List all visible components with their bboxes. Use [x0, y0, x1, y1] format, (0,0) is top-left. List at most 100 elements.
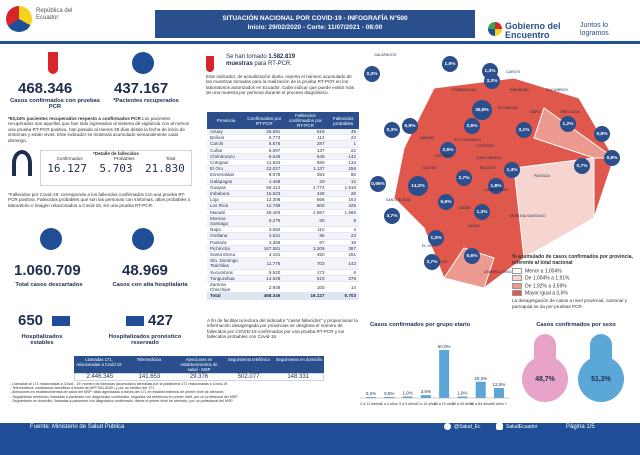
table-row: Loja 12.308 568 163: [207, 196, 359, 204]
table-cell: Carchi: [207, 140, 246, 148]
table-cell: 428: [283, 190, 328, 198]
table-cell: Cotopaxi: [207, 159, 246, 167]
map-bubble: 1,3%: [428, 230, 444, 246]
sex-chart-title: Casos confirmados por sexo: [536, 322, 616, 328]
table-cell: 11.634: [245, 159, 284, 167]
map-shape: [393, 77, 616, 289]
legend-swatch: [512, 268, 522, 274]
table-cell: 14: [327, 281, 359, 294]
table-cell: 8.628: [245, 153, 284, 161]
table-cell: 87: [283, 239, 328, 246]
twitter-icon[interactable]: [444, 423, 451, 430]
twitter-handle[interactable]: @Salud_Ec: [454, 424, 481, 430]
table-cell: 5.703: [327, 292, 359, 300]
age-bar-label: 0,2%: [366, 391, 376, 396]
table-cell: 20: [283, 178, 328, 185]
deaths-h-confirmed: Confirmados: [56, 156, 83, 162]
recovered-note-text: Los pacientes recuperados son aquellos q…: [8, 116, 190, 143]
table-cell: 14.626: [245, 275, 284, 283]
table-cell: 2.948: [245, 281, 284, 294]
calls-v4: 148.331: [287, 374, 310, 380]
table-cell: Azuay: [207, 129, 246, 136]
map-bubble: 0,7%: [574, 158, 590, 174]
table-cell: Orellana: [207, 232, 246, 240]
table-cell: 1.918: [327, 184, 359, 192]
table-row: Sto. Domingo Tsáchilas 11.776 703 143: [207, 257, 359, 270]
table-cell: 173: [283, 269, 328, 276]
table-cell: Chimborazo: [207, 153, 246, 161]
facebook-icon[interactable]: [496, 423, 503, 430]
table-cell: 256: [327, 165, 359, 173]
map-province-label: ZAMORA CHINCHIPE: [484, 270, 520, 274]
table-cell: Bolívar: [207, 134, 246, 142]
table-cell: 2.774: [283, 184, 328, 192]
map-province-label: PICHINCHA: [498, 106, 518, 110]
discharged-label: Casos con alta hospitalaria: [112, 282, 188, 288]
age-chart-title: Casos confirmados por grupo etario: [370, 322, 471, 328]
map-province-label: CAÑAR: [458, 206, 471, 210]
table-cell: 619: [283, 275, 328, 283]
province-col-header: Fallecidos confirmados por RT-PCR: [283, 112, 328, 129]
map-province-label: GUAYAS: [422, 166, 437, 170]
table-cell: 142: [327, 153, 359, 161]
table-cell: 468.346: [245, 292, 284, 300]
table-cell: 167.581: [245, 245, 284, 253]
map-province-label: NAPO: [530, 110, 541, 114]
recovered-note-strong: *93,34% pacientes recuperados respecto a…: [8, 116, 141, 121]
table-row: Esmeraldas 9.078 393 85: [207, 171, 359, 179]
calls-notes: - Llamadas al 171 relacionadas a Covid -…: [10, 382, 332, 403]
table-cell: 287: [283, 140, 328, 148]
table-cell: 8.876: [245, 140, 284, 148]
table-cell: 9.078: [245, 171, 284, 179]
province-col-header: Provincia: [207, 112, 246, 129]
deaths-probable: 5.703: [99, 161, 133, 175]
map-bubbles: 0,3% 1,9% 1,3% 3,3% 35,8% 0,3% 2,5% 3,1% 0,8% 1,2…: [364, 48, 634, 310]
samples-value: 1.582.819: [268, 54, 296, 60]
map-province-label: EL ORO: [422, 244, 436, 248]
map-province-label: MORONA SANTIAGO: [510, 214, 546, 218]
age-category-label: 10 a 14 años: [415, 402, 436, 406]
discarded-label: Total casos descartados: [15, 282, 83, 288]
table-row: Tungurahua 14.626 619 376: [207, 275, 359, 283]
female-figure: 48,7%: [522, 356, 568, 402]
table-cell: 1: [327, 140, 359, 148]
facebook-handle[interactable]: SaludEcuador: [506, 424, 538, 430]
map-province-label: AZUAY: [468, 224, 480, 228]
table-cell: 548: [283, 153, 328, 161]
brand-name: Gobierno del Encuentro: [505, 21, 561, 40]
map-province-label: GALÁPAGOS: [374, 53, 397, 57]
table-cell: 3.531: [245, 232, 284, 240]
table-cell: 3.660: [245, 226, 284, 234]
table-cell: Tungurahua: [207, 275, 246, 283]
legend-swatch: [512, 275, 522, 282]
table-cell: 22.027: [245, 165, 284, 173]
map-province-label: CARCHI: [506, 70, 520, 74]
map-bubble: 0,3%: [384, 122, 400, 138]
map-bubble: 3,3%: [484, 73, 500, 89]
age-bar-label: 3,6%: [421, 389, 431, 394]
calls-h2: Atenciones en establecimientos de salud …: [180, 357, 218, 372]
age-bar-label: 1,9%: [402, 390, 412, 395]
legend-item: Mayor igual a 3,6%: [512, 289, 636, 296]
footer-source: Fuente: Ministerio de Salud Pública: [30, 424, 125, 430]
table-row: Total 468.346 16.127 5.703: [207, 292, 359, 300]
table-cell: Zamora Chinchipe: [207, 281, 246, 294]
recovered-label: *Pacientes recuperados: [113, 98, 179, 104]
calls-v0: 2.446.345: [86, 374, 114, 380]
table-cell: 8.097: [245, 147, 284, 154]
cancel-hand-icon: [40, 228, 62, 250]
map-bubble: 2,5%: [464, 118, 480, 134]
age-bar: [420, 395, 431, 398]
calls-h3: Seguimiento telefónico: [227, 357, 271, 362]
deaths-h-probable: Probables: [113, 156, 135, 162]
ecuador-map: [364, 48, 634, 310]
table-cell: 45: [327, 129, 359, 136]
page-title: SITUACIÓN NACIONAL POR COVID-19 - INFOGR…: [222, 15, 408, 22]
deaths-confirmed: 16.127: [47, 161, 87, 175]
table-cell: 11.776: [245, 257, 284, 270]
calls-v2: 29.376: [189, 374, 209, 380]
map-bubble: 2,7%: [456, 170, 472, 186]
calls-note: - Telemedicina: ciudadanos atendidos a t…: [10, 386, 156, 391]
table-cell: 450: [283, 251, 328, 259]
age-category-label: 65 años +: [491, 402, 507, 406]
